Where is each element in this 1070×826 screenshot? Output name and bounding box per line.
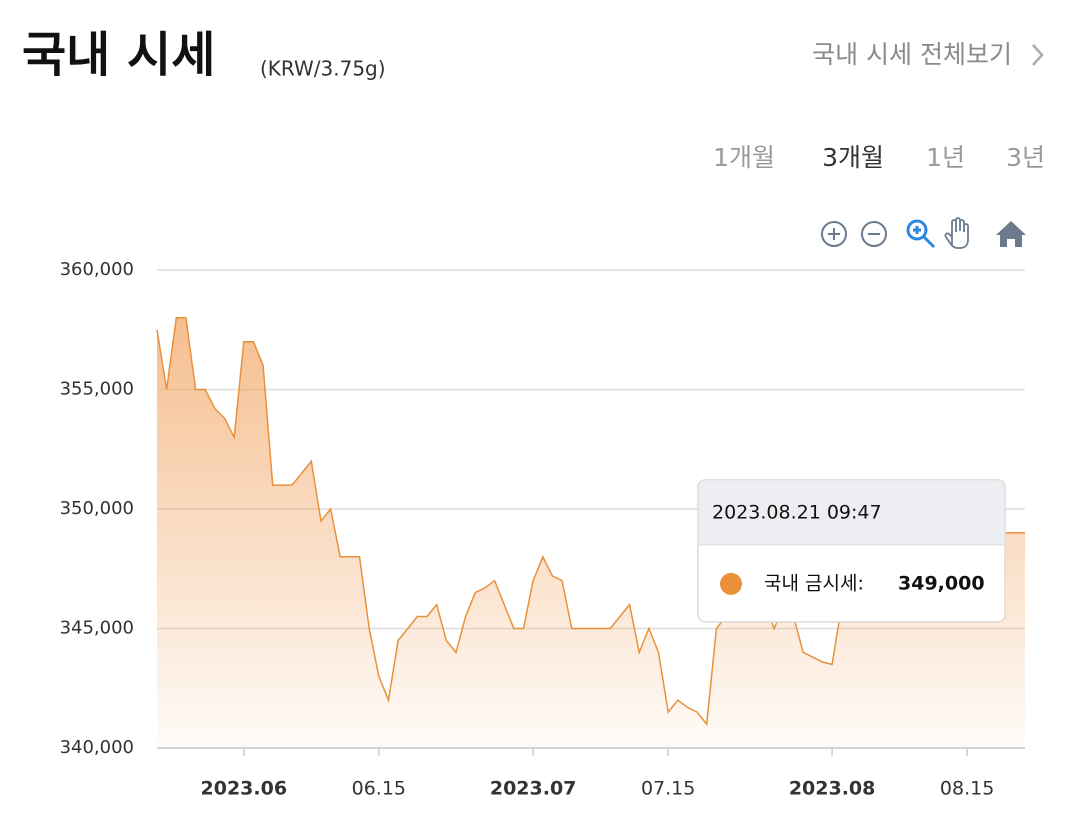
period-tab[interactable]: 1년 <box>926 143 965 172</box>
x-tick-label: 2023.08 <box>789 778 876 800</box>
x-tick-label: 2023.06 <box>201 778 288 800</box>
zoom-out-button[interactable] <box>861 221 887 247</box>
y-tick-label: 340,000 <box>60 737 134 758</box>
y-tick-label: 345,000 <box>60 618 134 639</box>
plot: 340,000 345,000 350,000 355,000 360,000 2023.… <box>60 259 1025 800</box>
toolbar <box>821 217 1026 249</box>
period-tab[interactable]: 1개월 <box>713 143 775 172</box>
period-tab[interactable]: 3년 <box>1006 143 1045 172</box>
tooltip: 2023.08.21 09:47 국내 금시세: 349,000 <box>697 479 1006 623</box>
title: 국내 시세 <box>22 27 215 83</box>
tooltip-marker <box>720 572 742 595</box>
x-tick-label: 06.15 <box>352 778 406 800</box>
period-tab[interactable]: 3개월 <box>822 143 884 172</box>
chevron[interactable] <box>1032 44 1044 66</box>
y-tick-label: 360,000 <box>60 259 134 280</box>
tabs: 1개월 3개월 1년 3년 <box>713 143 1045 172</box>
tooltip-date: 2023.08.21 09:47 <box>712 501 882 523</box>
tooltip-label: 국내 금시세: <box>764 572 864 594</box>
pan-button[interactable] <box>944 217 969 249</box>
selection-zoom-button[interactable] <box>906 219 936 249</box>
x-tick-label: 07.15 <box>641 778 695 800</box>
x-tick-label: 2023.07 <box>490 778 577 800</box>
reset-button[interactable] <box>996 221 1026 247</box>
zoom-in-button[interactable] <box>821 221 847 247</box>
y-tick-label: 355,000 <box>60 379 134 400</box>
view-all-link[interactable]: 국내 시세 전체보기 <box>812 40 1012 69</box>
tooltip-value: 349,000 <box>898 572 985 594</box>
area <box>157 317 1025 748</box>
unit: (KRW/3.75g) <box>260 57 386 81</box>
tooltip-header <box>699 480 1004 545</box>
x-tick-label: 08.15 <box>940 778 994 800</box>
y-tick-label: 350,000 <box>60 498 134 519</box>
